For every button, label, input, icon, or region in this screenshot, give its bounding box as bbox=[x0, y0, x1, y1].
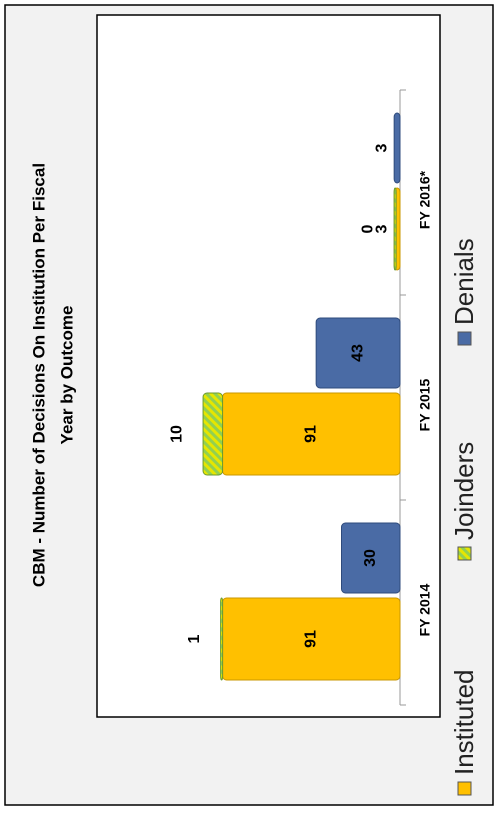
legend-marker bbox=[457, 546, 472, 561]
x-tick-label: FY 2014 bbox=[417, 583, 433, 636]
data-label: 91 bbox=[302, 630, 319, 648]
legend-label: Joinders bbox=[449, 442, 479, 540]
x-tick-label: FY 2015 bbox=[417, 378, 433, 431]
legend-marker bbox=[457, 781, 472, 796]
data-label: 91 bbox=[302, 425, 319, 443]
data-label: 0 bbox=[359, 224, 376, 233]
bar bbox=[315, 317, 401, 389]
bar bbox=[393, 112, 401, 184]
data-label: 30 bbox=[362, 549, 379, 567]
bar bbox=[220, 597, 224, 681]
bar bbox=[202, 392, 224, 476]
data-label: 43 bbox=[349, 344, 366, 362]
data-label: 10 bbox=[168, 425, 185, 443]
data-label: 3 bbox=[373, 143, 390, 152]
legend-label: Instituted bbox=[449, 669, 479, 775]
x-tick-label: FY 2016* bbox=[417, 170, 433, 229]
bar bbox=[341, 522, 401, 594]
data-label: 3 bbox=[373, 224, 390, 233]
legend-label: Denials bbox=[449, 238, 479, 325]
data-label: 1 bbox=[186, 634, 203, 643]
bar bbox=[393, 187, 397, 271]
rotated-chart: CBM - Number of Decisions On Institution… bbox=[29, 14, 479, 796]
chart-title: CBM - Number of Decisions On Institution… bbox=[29, 163, 48, 587]
chart-title: Year by Outcome bbox=[57, 306, 76, 445]
legend-marker bbox=[457, 331, 472, 346]
